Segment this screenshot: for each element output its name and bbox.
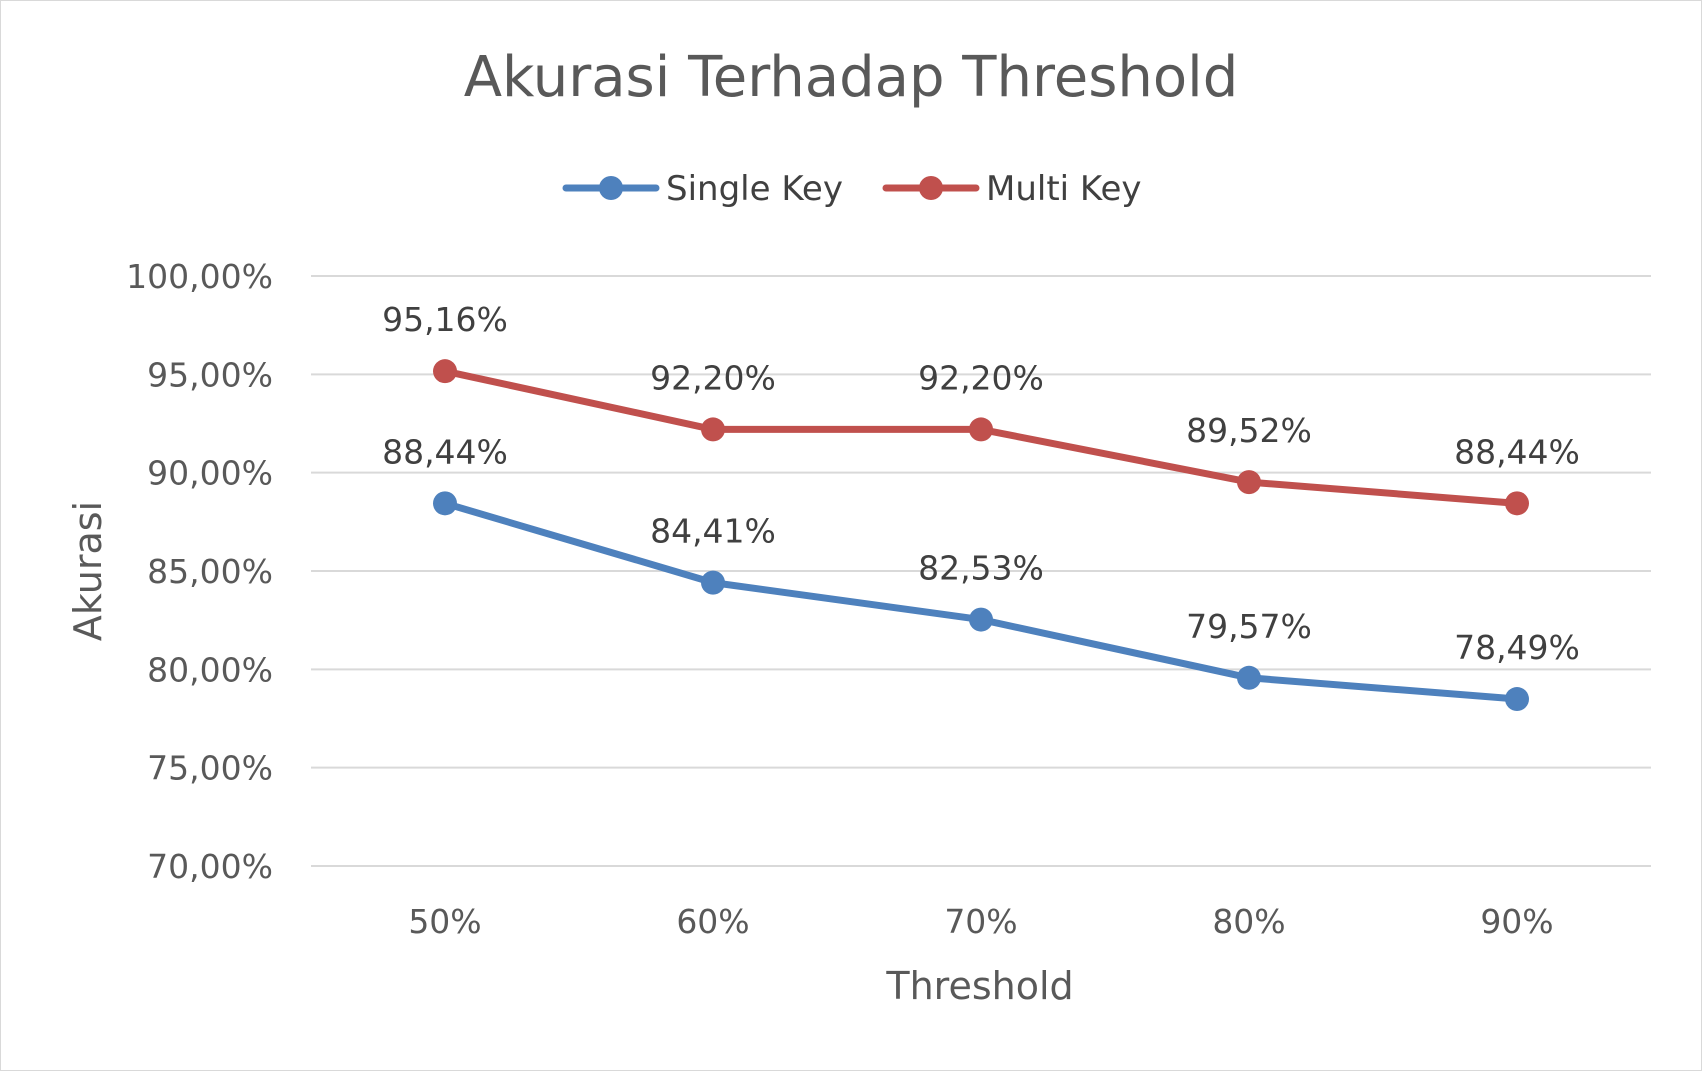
- data-point: [701, 570, 725, 595]
- y-axis-title: Akurasi: [66, 501, 110, 641]
- x-axis-ticks: 50% 60% 70% 80% 90%: [408, 902, 1553, 941]
- data-label: 92,20%: [650, 358, 776, 397]
- legend-item: Multi Key: [882, 169, 1142, 209]
- data-point: [1237, 470, 1261, 495]
- data-label: 88,44%: [1454, 432, 1580, 471]
- data-label: 89,52%: [1186, 411, 1312, 450]
- data-point: [1505, 687, 1529, 712]
- data-label: 92,20%: [918, 358, 1044, 397]
- data-label: 82,53%: [918, 549, 1044, 588]
- legend-label: Multi Key: [986, 169, 1142, 209]
- data-point: [1237, 665, 1261, 690]
- x-tick-label: 70%: [944, 902, 1017, 941]
- data-label: 84,41%: [650, 512, 776, 551]
- series-group: [433, 359, 1529, 712]
- x-tick-label: 80%: [1212, 902, 1285, 941]
- data-label: 88,44%: [382, 432, 508, 471]
- x-tick-label: 90%: [1480, 902, 1553, 941]
- legend-item: Single Key: [562, 169, 843, 209]
- data-point: [701, 417, 725, 442]
- data-label: 78,49%: [1454, 628, 1580, 667]
- y-tick-label: 80,00%: [147, 650, 273, 689]
- y-tick-label: 95,00%: [147, 355, 273, 394]
- legend-swatch-marker: [919, 176, 943, 200]
- x-tick-label: 50%: [408, 902, 481, 941]
- data-point: [1505, 491, 1529, 516]
- legend: Single Key Multi Key: [562, 169, 1142, 209]
- data-label: 95,16%: [382, 300, 508, 339]
- data-point: [433, 491, 457, 516]
- y-tick-label: 100,00%: [126, 257, 273, 296]
- x-axis-title: Threshold: [885, 964, 1073, 1008]
- legend-label: Single Key: [666, 169, 843, 209]
- x-tick-label: 60%: [676, 902, 749, 941]
- data-labels: 88,44% 84,41% 82,53% 79,57% 78,49% 95,16% 92,2…: [382, 300, 1580, 667]
- y-tick-label: 75,00%: [147, 749, 273, 788]
- y-tick-label: 70,00%: [147, 847, 273, 886]
- chart-title: Akurasi Terhadap Threshold: [464, 45, 1239, 110]
- gridlines: [311, 275, 1651, 867]
- y-tick-label: 85,00%: [147, 552, 273, 591]
- y-axis-ticks: 70,00% 75,00% 80,00% 85,00% 90,00% 95,00% 100,…: [126, 257, 273, 886]
- data-point: [969, 417, 993, 442]
- data-label: 79,57%: [1186, 607, 1312, 646]
- legend-swatch-marker: [599, 176, 623, 200]
- data-point: [969, 607, 993, 632]
- data-point: [433, 359, 457, 384]
- y-tick-label: 90,00%: [147, 454, 273, 493]
